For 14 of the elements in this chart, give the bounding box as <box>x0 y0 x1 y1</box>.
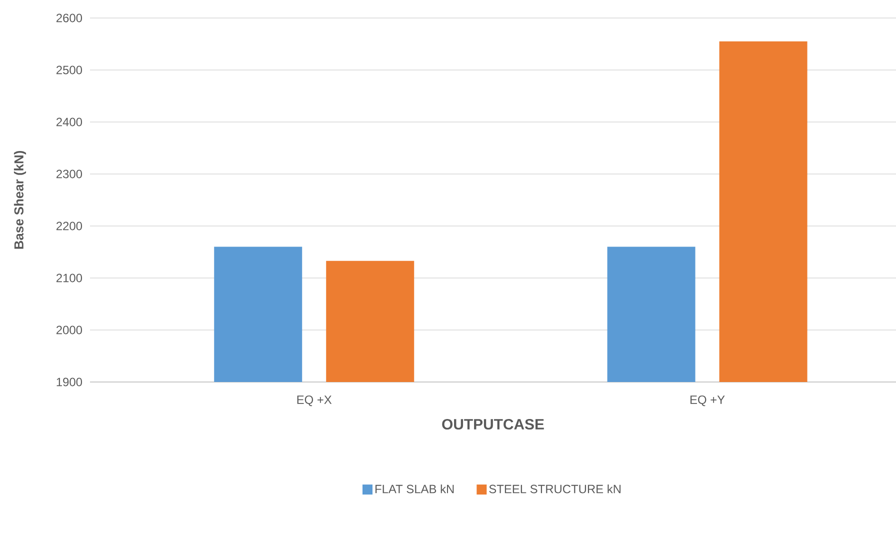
y-tick-label: 2400 <box>56 118 82 126</box>
legend-label: STEEL STRUCTURE kN <box>489 484 621 494</box>
y-tick-label: 2200 <box>56 222 82 230</box>
y-tick-label: 2300 <box>56 170 82 178</box>
y-tick-label: 2500 <box>56 66 82 74</box>
x-tick-label: EQ +Y <box>690 396 725 406</box>
y-tick-label: 2000 <box>56 326 82 334</box>
x-axis-title: OUTPUTCASE <box>442 418 544 430</box>
y-tick-label: 2600 <box>56 14 82 22</box>
legend-label: FLAT SLAB kN <box>375 484 454 494</box>
y-axis-title: Base Shear (kN) <box>14 151 26 249</box>
y-tick-label: 2100 <box>56 274 82 282</box>
x-tick-label: EQ +X <box>297 396 332 406</box>
y-tick-label: 1900 <box>56 378 82 386</box>
